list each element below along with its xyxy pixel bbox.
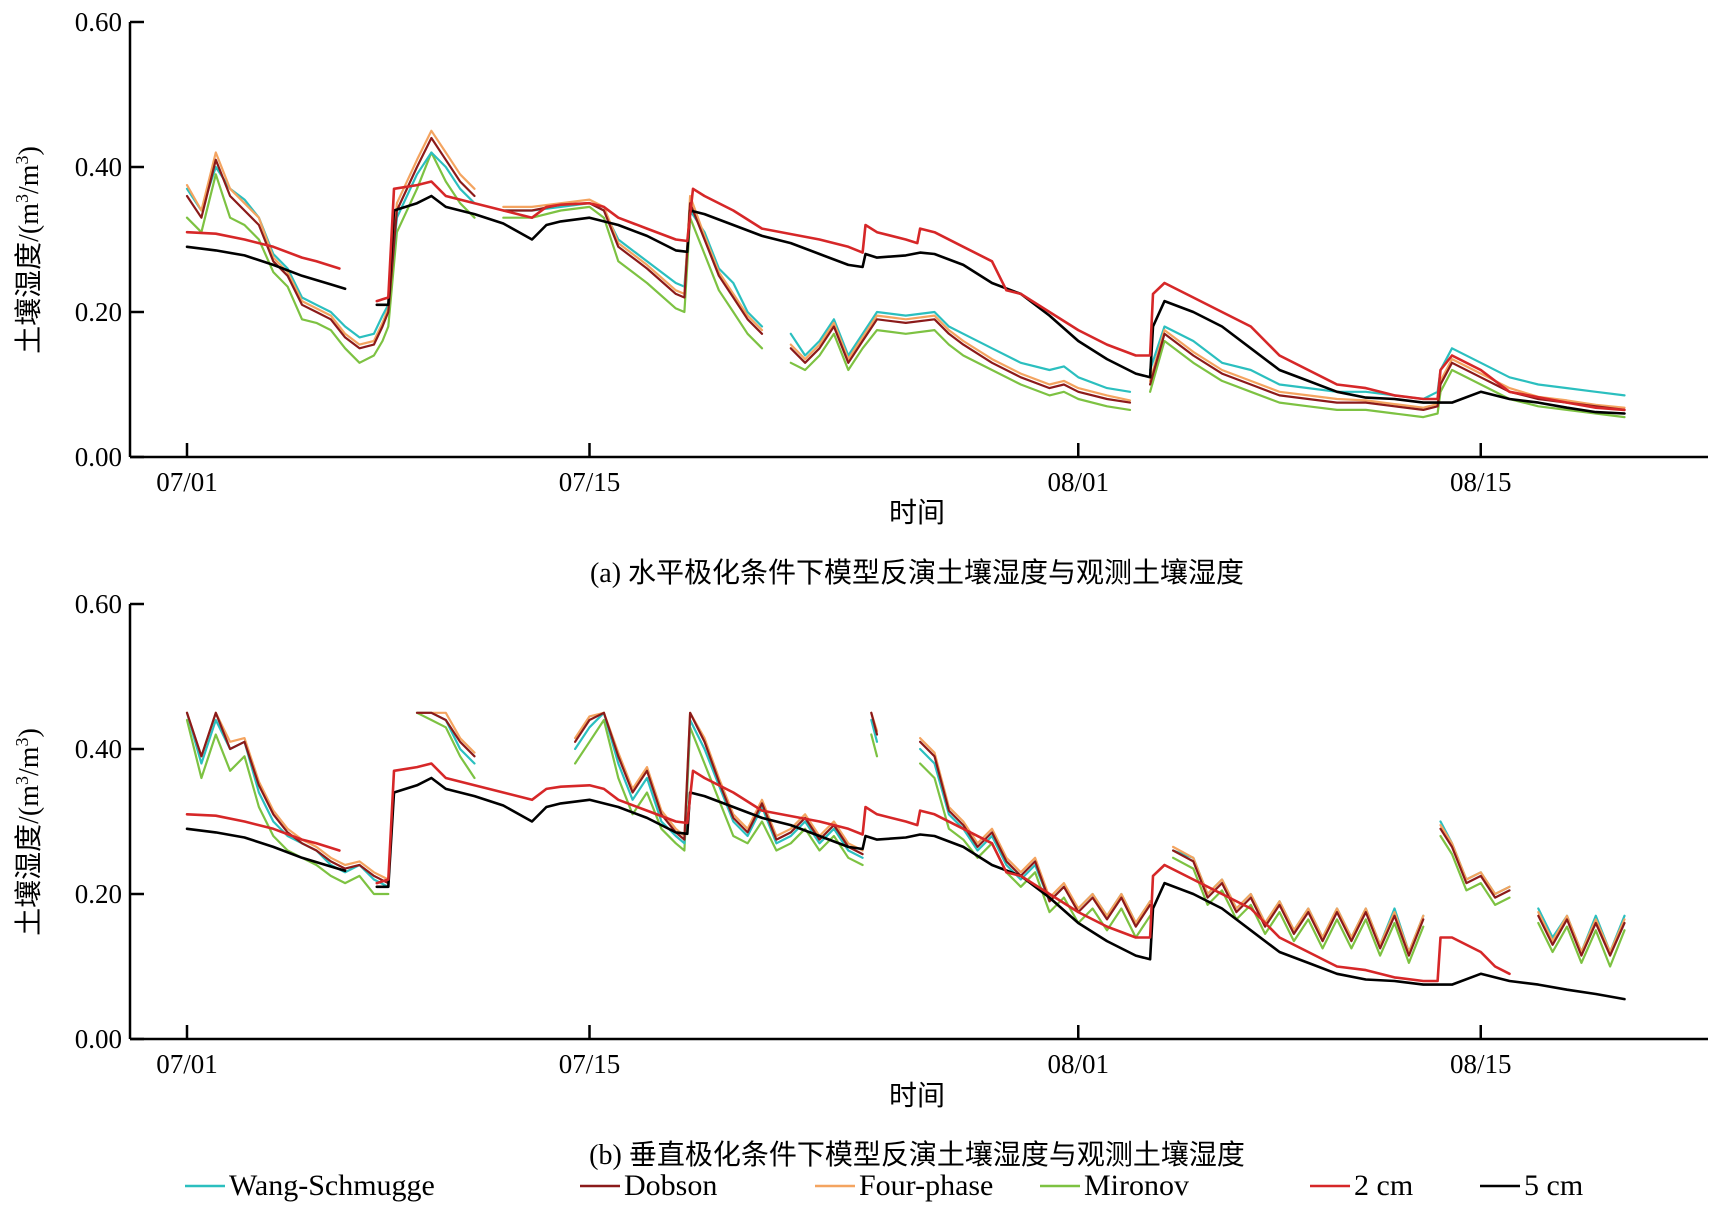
y-tick-label: 0.00: [75, 442, 122, 472]
x-tick-label: 07/01: [156, 1049, 218, 1079]
y-tick-label: 0.40: [75, 734, 122, 764]
panel-b-series-layer: [185, 711, 1626, 1001]
x-tick-label: 08/01: [1047, 467, 1109, 497]
legend-label: 5 cm: [1524, 1169, 1583, 1202]
series-line-mironov: [185, 151, 1626, 419]
panel-b-axes: 0.00 0.20 0.40 0.60 07/01 07/15 08/01 08/15: [75, 589, 1708, 1079]
y-tick-label: 0.60: [75, 7, 122, 37]
legend-label: Dobson: [624, 1169, 717, 1202]
panel-a-xlabel: 时间: [889, 497, 945, 529]
series-line-5-cm: [185, 194, 1626, 415]
legend-label: Wang-Schmugge: [229, 1169, 435, 1202]
series-line-mironov: [185, 711, 1626, 968]
series-line-wang-schmugge: [185, 151, 1626, 401]
series-line-2-cm: [185, 180, 1626, 412]
panel-a-ylabel: 土壤湿度/(m3/m3): [12, 146, 45, 354]
series-line-dobson: [185, 711, 1626, 957]
panel-b-xlabel: 时间: [889, 1080, 945, 1112]
panel-a-series-layer: [185, 129, 1626, 419]
panel-b-caption: (b) 垂直极化条件下模型反演土壤湿度与观测土壤湿度: [589, 1139, 1245, 1171]
series-line-wang-schmugge: [185, 711, 1626, 954]
y-tick-label: 0.40: [75, 152, 122, 182]
series-line-four-phase: [185, 129, 1626, 409]
series-line-four-phase: [185, 711, 1626, 954]
panel-a-caption: (a) 水平极化条件下模型反演土壤湿度与观测土壤湿度: [590, 557, 1244, 589]
x-tick-label: 07/15: [559, 467, 621, 497]
panel-b-ylabel: 土壤湿度/(m3/m3): [12, 728, 45, 936]
legend-label: 2 cm: [1354, 1169, 1413, 1202]
series-line-2-cm: [185, 762, 1511, 983]
x-tick-label: 08/15: [1450, 467, 1512, 497]
panel-a-axes: 0.00 0.20 0.40 0.60 07/01 07/15 08/01 08/15: [75, 7, 1708, 497]
legend: Wang-Schmugge Dobson Four-phase Mironov 2 cm…: [185, 1169, 1583, 1202]
y-tick-label: 0.20: [75, 879, 122, 909]
x-tick-label: 07/01: [156, 467, 218, 497]
x-tick-label: 08/01: [1047, 1049, 1109, 1079]
y-tick-label: 0.00: [75, 1024, 122, 1054]
legend-label: Four-phase: [859, 1169, 993, 1202]
y-tick-label: 0.20: [75, 297, 122, 327]
legend-label: Mironov: [1084, 1169, 1189, 1202]
series-line-dobson: [185, 136, 1626, 411]
x-tick-label: 08/15: [1450, 1049, 1512, 1079]
y-tick-label: 0.60: [75, 589, 122, 619]
x-tick-label: 07/15: [559, 1049, 621, 1079]
series-line-5-cm: [185, 776, 1626, 1001]
